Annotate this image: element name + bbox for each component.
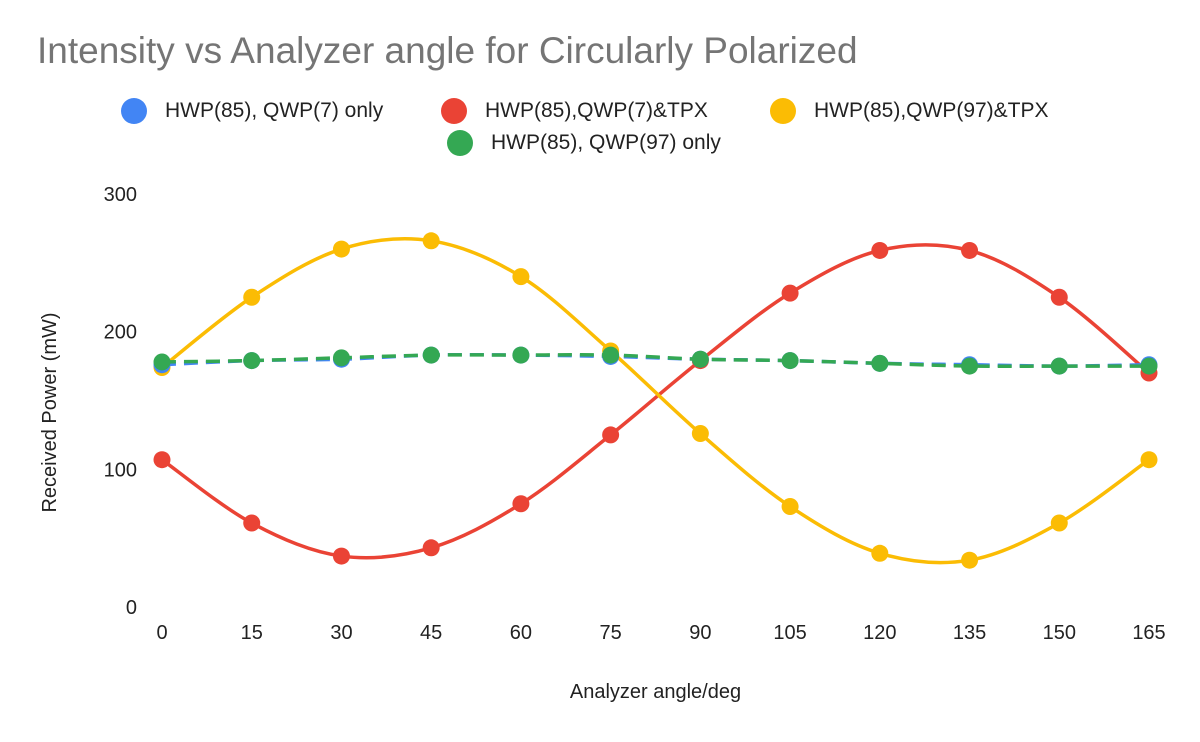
x-tick-label: 165 <box>1132 622 1165 644</box>
x-tick-label: 90 <box>689 622 711 644</box>
data-point-series-3 <box>871 544 889 562</box>
data-point-series-3 <box>691 425 709 443</box>
data-point-series-4 <box>512 346 530 364</box>
data-point-series-4 <box>422 346 440 364</box>
data-point-series-4 <box>691 350 709 368</box>
series-line-2 <box>160 243 1151 560</box>
legend-item-series-3[interactable]: HWP(85),QWP(97)&TPX <box>770 98 1049 124</box>
legend-label-series-2: HWP(85),QWP(7)&TPX <box>485 99 708 122</box>
x-tick-label: 105 <box>773 622 806 644</box>
x-tick-label: 60 <box>510 622 532 644</box>
data-point-series-2 <box>871 241 889 259</box>
series-line-3 <box>160 237 1151 565</box>
data-point-series-2 <box>602 426 620 444</box>
data-point-series-4 <box>602 346 620 364</box>
legend-item-series-2[interactable]: HWP(85),QWP(7)&TPX <box>441 98 708 124</box>
data-point-series-3 <box>422 232 440 250</box>
x-tick-label: 45 <box>420 622 442 644</box>
data-point-series-4 <box>961 357 979 375</box>
data-point-series-2 <box>153 451 171 469</box>
x-tick-label: 30 <box>330 622 352 644</box>
legend-item-series-1[interactable]: HWP(85), QWP(7) only <box>121 98 383 124</box>
data-point-series-3 <box>961 551 979 569</box>
data-point-series-4 <box>1140 357 1158 375</box>
legend-swatch-series-1 <box>121 98 147 124</box>
y-tick-label: 300 <box>104 184 137 206</box>
y-tick-label: 200 <box>104 322 137 344</box>
data-point-series-4 <box>153 353 171 371</box>
data-point-series-3 <box>781 498 799 516</box>
data-point-series-4 <box>871 354 889 372</box>
y-tick-label: 100 <box>104 459 137 481</box>
data-point-series-4 <box>243 352 261 370</box>
data-point-series-2 <box>781 284 799 302</box>
data-point-series-2 <box>512 495 530 513</box>
series-line-4 <box>161 353 1149 369</box>
data-point-series-4 <box>781 352 799 370</box>
data-point-series-2 <box>1050 288 1068 306</box>
data-point-series-3 <box>1050 514 1068 532</box>
data-point-series-4 <box>1050 357 1068 375</box>
data-point-series-3 <box>332 240 350 258</box>
legend-label-series-1: HWP(85), QWP(7) only <box>165 99 384 122</box>
chart-title: Intensity vs Analyzer angle for Circular… <box>37 30 858 71</box>
legend-item-series-4[interactable]: HWP(85), QWP(97) only <box>447 130 721 156</box>
x-tick-label: 75 <box>600 622 622 644</box>
legend-label-series-4: HWP(85), QWP(97) only <box>491 131 721 154</box>
x-tick-label: 135 <box>953 622 986 644</box>
data-point-series-2 <box>961 241 979 259</box>
legend-swatch-series-4 <box>447 130 473 156</box>
y-axis-title: Received Power (mW) <box>39 312 61 512</box>
x-tick-label: 0 <box>156 622 167 644</box>
data-point-series-3 <box>512 268 530 286</box>
data-point-series-3 <box>243 288 261 306</box>
x-tick-label: 150 <box>1043 622 1076 644</box>
data-point-series-2 <box>422 539 440 557</box>
legend-swatch-series-3 <box>770 98 796 124</box>
x-axis-title: Analyzer angle/deg <box>570 681 741 703</box>
y-tick-label: 0 <box>126 597 137 619</box>
legend-label-series-3: HWP(85),QWP(97)&TPX <box>814 99 1049 122</box>
x-tick-label: 120 <box>863 622 896 644</box>
data-point-series-4 <box>332 349 350 367</box>
data-point-series-3 <box>1140 451 1158 469</box>
x-tick-label: 15 <box>241 622 263 644</box>
data-point-series-2 <box>332 547 350 565</box>
data-point-series-2 <box>243 514 261 532</box>
legend-swatch-series-2 <box>441 98 467 124</box>
